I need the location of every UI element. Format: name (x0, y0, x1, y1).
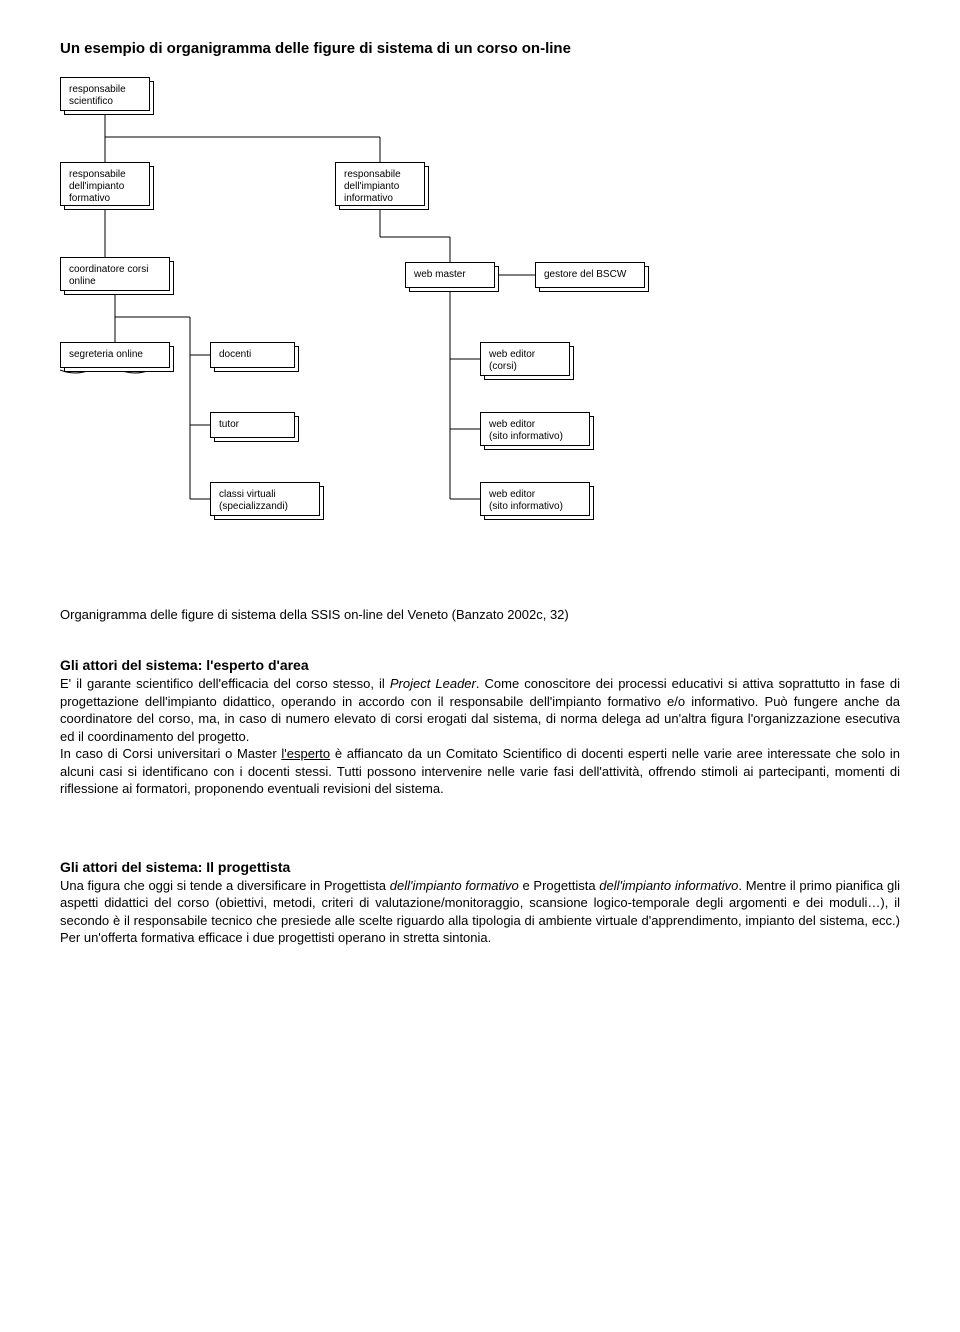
node-web_sito2: web editor (sito informativo) (480, 482, 590, 516)
section-esperto-p1: E' il garante scientifico dell'efficacia… (60, 675, 900, 745)
text-underline: l'esperto (281, 746, 330, 761)
node-tutor: tutor (210, 412, 295, 438)
node-resp_form: responsabile dell'impianto formativo (60, 162, 150, 206)
node-webmaster: web master (405, 262, 495, 288)
section-esperto-p2: In caso di Corsi universitari o Master l… (60, 745, 900, 798)
node-docenti: docenti (210, 342, 295, 368)
node-classi: classi virtuali (specializzandi) (210, 482, 320, 516)
text: e Progettista (519, 878, 600, 893)
page-title: Un esempio di organigramma delle figure … (60, 40, 900, 57)
section-esperto-title: Gli attori del sistema: l'esperto d'area (60, 657, 900, 673)
text-italic: dell'impianto formativo (390, 878, 519, 893)
edges-layer (60, 77, 760, 577)
node-coord: coordinatore corsi online (60, 257, 170, 291)
text: Una figura che oggi si tende a diversifi… (60, 878, 390, 893)
node-web_corsi: web editor (corsi) (480, 342, 570, 376)
node-resp_info: responsabile dell'impianto informativo (335, 162, 425, 206)
org-chart: responsabile scientifico responsabile del… (60, 77, 760, 577)
text-italic: dell'impianto informativo (599, 878, 738, 893)
node-segr: segreteria online (60, 342, 170, 368)
node-resp_sci: responsabile scientifico (60, 77, 150, 111)
node-web_sito1: web editor (sito informativo) (480, 412, 590, 446)
diagram-caption: Organigramma delle figure di sistema del… (60, 607, 900, 622)
text: In caso di Corsi universitari o Master (60, 746, 281, 761)
section-progettista-p1: Una figura che oggi si tende a diversifi… (60, 877, 900, 947)
section-progettista-title: Gli attori del sistema: Il progettista (60, 859, 900, 875)
node-bscw: gestore del BSCW (535, 262, 645, 288)
text-italic: Project Leader (390, 676, 476, 691)
text: E' il garante scientifico dell'efficacia… (60, 676, 390, 691)
